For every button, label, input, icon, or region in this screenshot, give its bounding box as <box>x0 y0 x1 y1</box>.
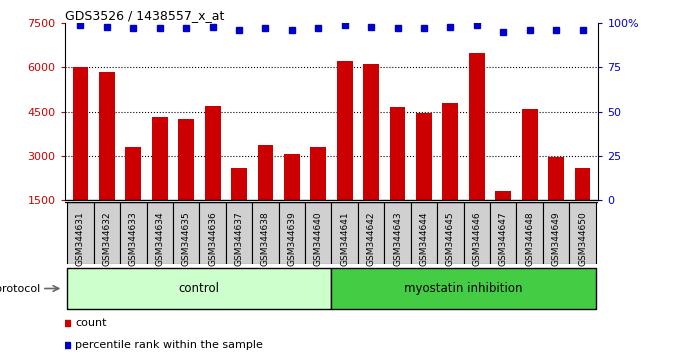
Text: GSM344643: GSM344643 <box>393 211 402 266</box>
Bar <box>205 105 220 200</box>
Bar <box>231 167 247 200</box>
Bar <box>411 202 437 264</box>
Bar <box>284 154 300 200</box>
Text: GSM344646: GSM344646 <box>473 211 481 266</box>
Bar <box>437 202 464 264</box>
Bar <box>363 64 379 200</box>
Bar <box>173 202 199 264</box>
Text: GSM344649: GSM344649 <box>551 211 560 266</box>
Bar <box>279 202 305 264</box>
Bar <box>469 52 485 200</box>
Text: GSM344647: GSM344647 <box>498 211 508 266</box>
Bar <box>120 202 146 264</box>
Bar <box>331 202 358 264</box>
Bar <box>443 103 458 200</box>
Text: GSM344632: GSM344632 <box>103 211 112 266</box>
Text: GSM344639: GSM344639 <box>288 211 296 266</box>
Bar <box>569 202 596 264</box>
Text: GDS3526 / 1438557_x_at: GDS3526 / 1438557_x_at <box>65 9 224 22</box>
Bar <box>358 202 384 264</box>
Bar <box>67 202 94 264</box>
Bar <box>99 72 115 200</box>
Text: protocol: protocol <box>0 284 40 293</box>
Bar <box>73 67 88 200</box>
Bar <box>390 107 405 200</box>
Text: GSM344638: GSM344638 <box>261 211 270 266</box>
Bar <box>543 202 569 264</box>
Bar <box>152 118 168 200</box>
Bar <box>337 61 353 200</box>
Bar <box>125 147 141 200</box>
Text: GSM344631: GSM344631 <box>76 211 85 266</box>
Bar <box>517 202 543 264</box>
Bar <box>146 202 173 264</box>
Text: GSM344644: GSM344644 <box>420 211 428 266</box>
Bar <box>416 113 432 200</box>
Bar <box>226 202 252 264</box>
Text: GSM344636: GSM344636 <box>208 211 217 266</box>
Text: count: count <box>75 318 107 329</box>
Text: GSM344648: GSM344648 <box>525 211 534 266</box>
Bar <box>331 268 596 309</box>
Bar <box>67 268 331 309</box>
Bar <box>178 119 194 200</box>
Text: GSM344634: GSM344634 <box>155 211 165 266</box>
Text: control: control <box>179 282 220 295</box>
Text: GSM344633: GSM344633 <box>129 211 138 266</box>
Text: GSM344650: GSM344650 <box>578 211 587 266</box>
Text: GSM344641: GSM344641 <box>340 211 350 266</box>
Bar <box>384 202 411 264</box>
Text: percentile rank within the sample: percentile rank within the sample <box>75 339 263 350</box>
Bar <box>252 202 279 264</box>
Bar <box>490 202 517 264</box>
Text: GSM344635: GSM344635 <box>182 211 190 266</box>
Bar <box>464 202 490 264</box>
Bar <box>94 202 120 264</box>
Bar <box>305 202 331 264</box>
Bar <box>522 109 538 200</box>
Text: GSM344640: GSM344640 <box>313 211 323 266</box>
Bar <box>575 167 590 200</box>
Bar <box>258 145 273 200</box>
Text: GSM344645: GSM344645 <box>446 211 455 266</box>
Bar <box>310 147 326 200</box>
Text: GSM344637: GSM344637 <box>235 211 243 266</box>
Bar <box>495 191 511 200</box>
Bar <box>199 202 226 264</box>
Text: myostatin inhibition: myostatin inhibition <box>405 282 523 295</box>
Text: GSM344642: GSM344642 <box>367 211 375 266</box>
Bar <box>548 157 564 200</box>
